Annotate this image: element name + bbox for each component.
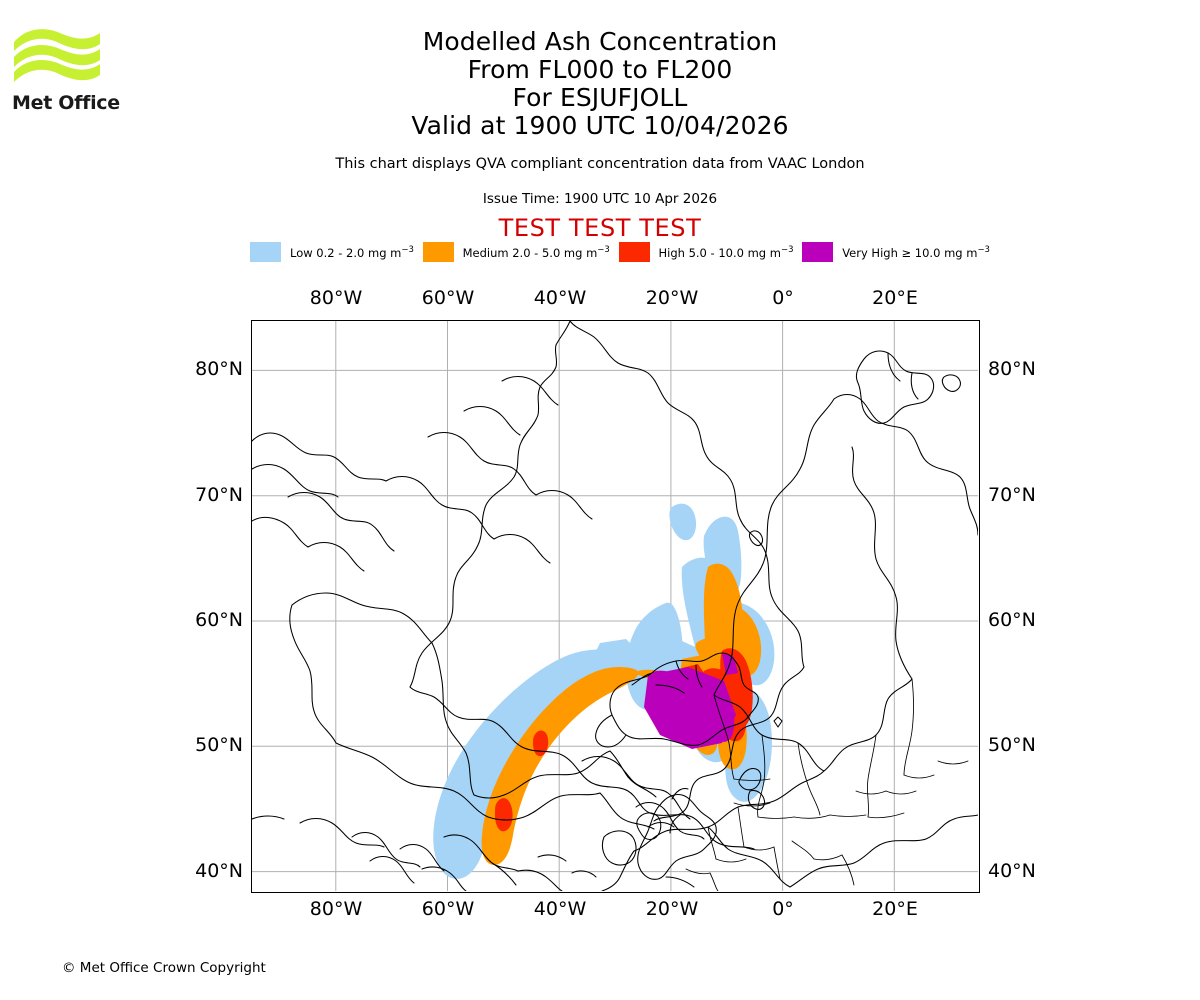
legend-label-high: High 5.0 - 10.0 mg m−3 xyxy=(658,244,794,260)
lon-tick-bottom-1: 60°W xyxy=(421,898,475,920)
chart-title-block: Modelled Ash Concentration From FL000 to… xyxy=(0,28,1200,140)
lon-tick-top-4: 0° xyxy=(772,287,794,309)
lat-tick-right-3: 50°N xyxy=(988,734,1036,756)
lon-tick-top-0: 80°W xyxy=(309,287,363,309)
met-office-logo: Met Office xyxy=(12,24,122,116)
page-title: Modelled Ash Concentration xyxy=(422,27,778,56)
lon-tick-top-3: 20°W xyxy=(645,287,699,309)
issue-time: Issue Time: 1900 UTC 10 Apr 2026 xyxy=(482,191,718,207)
lat-tick-left-4: 40°N xyxy=(195,860,243,882)
lon-tick-bottom-4: 0° xyxy=(772,898,794,920)
coastlines xyxy=(252,321,978,891)
valid-time-line: Valid at 1900 UTC 10/04/2026 xyxy=(411,111,789,140)
lon-tick-bottom-2: 40°W xyxy=(533,898,587,920)
lat-tick-left-3: 50°N xyxy=(195,734,243,756)
lat-tick-left-2: 60°N xyxy=(195,609,243,631)
graticule xyxy=(252,321,978,891)
concentration-legend: Low 0.2 - 2.0 mg m−3 Medium 2.0 - 5.0 mg… xyxy=(250,241,990,263)
lon-tick-top-5: 20°E xyxy=(872,287,918,309)
lat-tick-right-4: 40°N xyxy=(988,860,1036,882)
legend-swatch-high xyxy=(618,242,650,262)
ash-plume-very-high xyxy=(644,653,738,749)
lon-tick-bottom-3: 20°W xyxy=(645,898,699,920)
legend-label-very-high: Very High ≥ 10.0 mg m−3 xyxy=(842,244,990,260)
lon-tick-top-2: 40°W xyxy=(533,287,587,309)
lat-tick-right-2: 60°N xyxy=(988,609,1036,631)
lon-tick-bottom-5: 20°E xyxy=(872,898,918,920)
qva-note: This chart displays QVA compliant concen… xyxy=(335,156,865,172)
legend-label-medium: Medium 2.0 - 5.0 mg m−3 xyxy=(462,244,610,260)
met-office-waves-icon xyxy=(14,29,100,82)
legend-item-medium: Medium 2.0 - 5.0 mg m−3 xyxy=(422,242,610,262)
lon-tick-top-1: 60°W xyxy=(421,287,475,309)
legend-item-low: Low 0.2 - 2.0 mg m−3 xyxy=(250,242,414,262)
ash-concentration-map[interactable]: 80°W 60°W 40°W 20°W 0° 20°E 80°W 60°W 40… xyxy=(195,287,1036,920)
volcano-name-line: For ESJUFJOLL xyxy=(512,83,688,112)
test-banner: TEST TEST TEST xyxy=(498,214,702,242)
lat-tick-right-0: 80°N xyxy=(988,358,1036,380)
legend-label-low: Low 0.2 - 2.0 mg m−3 xyxy=(290,244,414,260)
lon-tick-bottom-0: 80°W xyxy=(309,898,363,920)
map-frame xyxy=(251,320,980,893)
lat-tick-right-1: 70°N xyxy=(988,484,1036,506)
legend-item-high: High 5.0 - 10.0 mg m−3 xyxy=(618,242,794,262)
lat-tick-left-0: 80°N xyxy=(195,358,243,380)
copyright-notice: © Met Office Crown Copyright xyxy=(62,960,266,976)
legend-swatch-medium xyxy=(422,242,454,262)
flight-level-line: From FL000 to FL200 xyxy=(467,55,733,84)
lat-tick-left-1: 70°N xyxy=(195,484,243,506)
map-canvas xyxy=(252,321,978,891)
legend-item-very-high: Very High ≥ 10.0 mg m−3 xyxy=(802,242,990,262)
legend-swatch-low xyxy=(250,242,281,262)
logo-wordmark: Met Office xyxy=(12,92,120,114)
legend-swatch-very-high xyxy=(802,242,834,262)
